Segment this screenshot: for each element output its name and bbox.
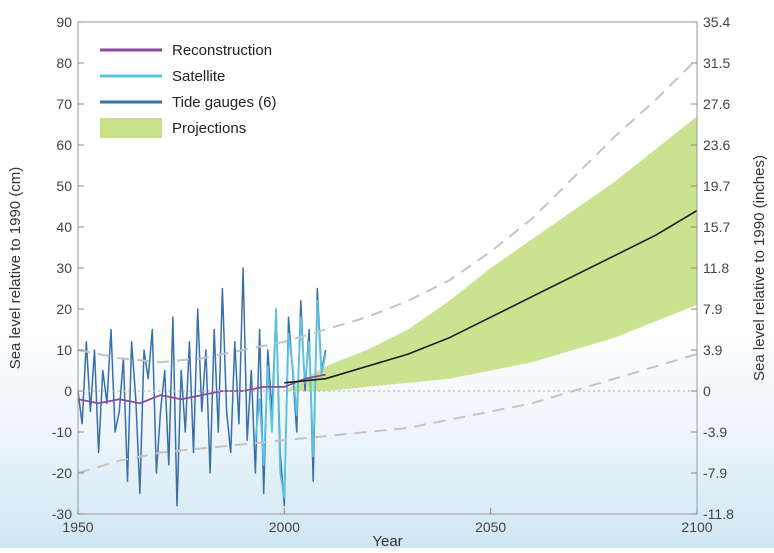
y2-tick-label: 11.8 [703, 260, 729, 276]
reconstruction-line [77, 373, 326, 405]
y2-tick-label: 35.4 [703, 14, 730, 30]
y-tick-label: 70 [56, 96, 72, 112]
envelope-dashed-line-6 [77, 58, 698, 364]
y2-tick-label: 23.6 [703, 137, 730, 153]
legend-label: Tide gauges (6) [172, 94, 277, 111]
y2-tick-label: -7.9 [703, 465, 727, 481]
y2-tick-label: -11.8 [703, 506, 734, 522]
y-tick-label: 20 [56, 301, 72, 317]
y-tick-label: 50 [56, 178, 72, 194]
envelope-dashed-line-5 [77, 353, 698, 474]
y-tick-label: -10 [52, 424, 72, 440]
x-axis-label: Year [372, 533, 402, 548]
satellite-line [254, 299, 327, 499]
y-tick-label: 10 [56, 342, 72, 358]
y-tick-label: -20 [52, 465, 72, 481]
y-tick-label: 30 [56, 260, 72, 276]
tide-gauges-line [77, 267, 327, 507]
projection-band-layer [284, 116, 697, 392]
tick-layer: -30 -20 -10 0 10 20 30 40 50 60 70 80 90 -11.8 -7.9 -3.… [52, 14, 734, 535]
x-tick-label: 2000 [269, 519, 300, 535]
x-tick-label: 1950 [62, 519, 93, 535]
series-layer [77, 58, 698, 507]
y-tick-label: 80 [56, 55, 72, 71]
y2-tick-label: 15.7 [703, 219, 730, 235]
legend-label: Satellite [172, 68, 225, 85]
x-tick-label: 2050 [475, 519, 506, 535]
legend-label: Projections [172, 120, 246, 137]
y-tick-label: 0 [64, 383, 72, 399]
y-tick-label: 90 [56, 14, 72, 30]
y2-tick-label: 7.9 [703, 301, 723, 317]
y-axis-label-right: Sea level relative to 1990 (inches) [751, 155, 768, 381]
y2-tick-label: -3.9 [703, 424, 727, 440]
legend: Reconstruction Satellite Tide gauges (6) Pr… [100, 42, 277, 138]
y-tick-label: 60 [56, 137, 72, 153]
y2-tick-label: 19.7 [703, 178, 730, 194]
y-axis-label-left: Sea level relative to 1990 (cm) [7, 167, 24, 370]
legend-label: Reconstruction [172, 42, 272, 59]
y-tick-label: -30 [52, 506, 72, 522]
y-tick-label: 40 [56, 219, 72, 235]
x-tick-label: 2100 [681, 519, 712, 535]
y2-tick-label: 31.5 [703, 55, 730, 71]
projection-band [284, 116, 697, 392]
projection-central-line [284, 209, 698, 384]
y2-tick-label: 0 [703, 383, 711, 399]
y2-tick-label: 27.6 [703, 96, 730, 112]
y2-tick-label: 3.9 [703, 342, 723, 358]
legend-swatch-projections [100, 118, 162, 138]
